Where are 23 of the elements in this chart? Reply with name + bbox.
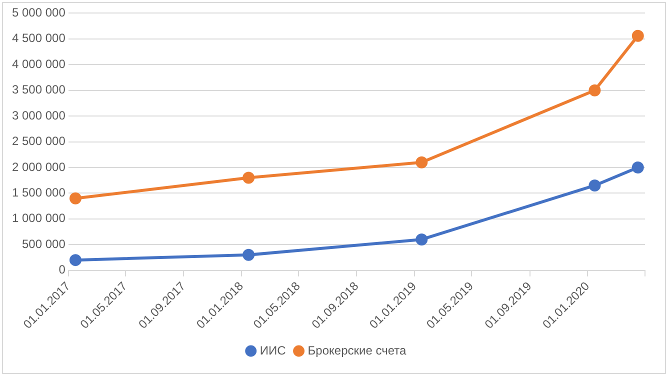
point bbox=[416, 233, 428, 246]
y-tick-label: 1 500 000 bbox=[12, 186, 66, 200]
point bbox=[588, 179, 601, 192]
y-tick-label: 3 500 000 bbox=[12, 82, 66, 97]
point bbox=[242, 172, 255, 184]
y-tick-label: 5 000 000 bbox=[12, 6, 66, 20]
point bbox=[70, 254, 82, 266]
y-tick-label: 4 500 000 bbox=[12, 31, 66, 46]
legend-label: ИИС bbox=[260, 343, 286, 358]
point bbox=[242, 248, 255, 261]
y-tick-label: 2 000 000 bbox=[12, 160, 66, 174]
y-tick-label: 500 000 bbox=[22, 236, 66, 251]
y-tick-label: 4 000 000 bbox=[12, 56, 66, 71]
legend-label: Брокерские счета bbox=[308, 343, 406, 358]
point bbox=[416, 156, 428, 168]
point bbox=[632, 161, 644, 174]
point bbox=[588, 84, 601, 96]
y-tick-label: 0 bbox=[58, 262, 66, 277]
y-tick-label: 3 000 000 bbox=[12, 108, 66, 122]
y-tick-label: 2 500 000 bbox=[12, 134, 66, 148]
point bbox=[632, 30, 644, 42]
y-tick-label: 1 000 000 bbox=[12, 211, 66, 226]
point bbox=[70, 192, 82, 204]
